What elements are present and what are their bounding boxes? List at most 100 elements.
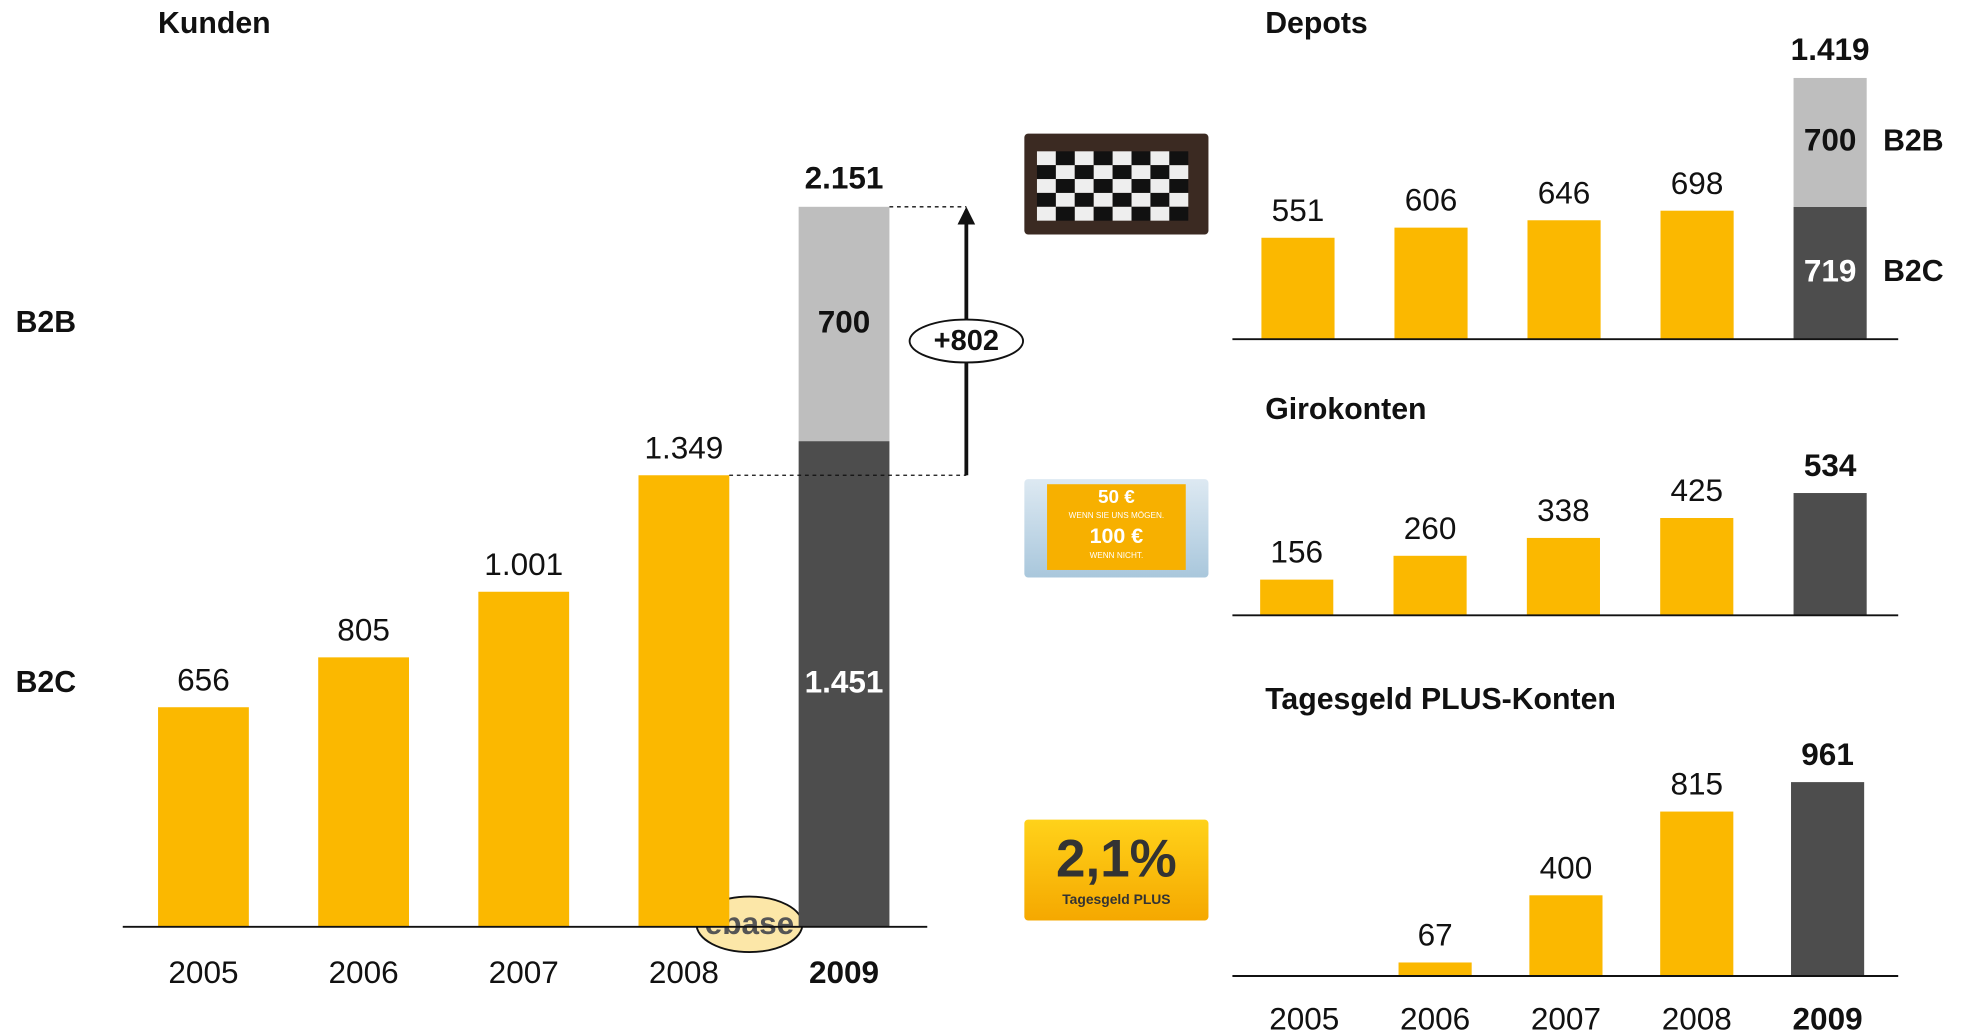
value-label: 606 xyxy=(1405,182,1458,218)
chess-square xyxy=(1075,193,1094,207)
bar xyxy=(1527,220,1600,339)
x-tick-label: 2007 xyxy=(489,954,559,990)
value-label: 1.451 xyxy=(805,663,884,699)
chess-square xyxy=(1094,179,1113,193)
value-label: 700 xyxy=(818,303,871,339)
value-label: 805 xyxy=(337,611,390,647)
chess-square xyxy=(1113,165,1132,179)
chess-square xyxy=(1037,151,1056,165)
chess-square xyxy=(1132,151,1151,165)
chess-square xyxy=(1113,179,1132,193)
chess-square xyxy=(1075,151,1094,165)
tagesgeld-ad: 2,1% Tagesgeld PLUS xyxy=(1024,820,1208,921)
annotation: +802 xyxy=(934,325,999,357)
bar xyxy=(478,592,569,927)
chess-square xyxy=(1169,207,1188,221)
chess-image xyxy=(1024,134,1208,235)
chess-square xyxy=(1056,179,1075,193)
total-label: 2.151 xyxy=(805,160,884,196)
value-label: 698 xyxy=(1671,165,1724,201)
chess-square xyxy=(1094,207,1113,221)
legend-label: B2C xyxy=(1883,255,1944,288)
total-label: 1.419 xyxy=(1791,31,1870,67)
value-label: 1.001 xyxy=(484,546,563,582)
value-label: 719 xyxy=(1804,252,1857,288)
ad-text: Tagesgeld PLUS xyxy=(1062,891,1170,907)
bar xyxy=(1260,580,1333,616)
chess-square xyxy=(1132,165,1151,179)
legend-label: B2B xyxy=(1883,124,1944,157)
bar xyxy=(1261,238,1334,339)
chart-title: Tagesgeld PLUS-Konten xyxy=(1265,683,1616,716)
chess-square xyxy=(1132,207,1151,221)
value-label: 67 xyxy=(1418,917,1453,953)
x-tick-label: 2006 xyxy=(329,954,399,990)
chess-square xyxy=(1056,151,1075,165)
chess-square xyxy=(1113,207,1132,221)
chess-square xyxy=(1037,165,1056,179)
x-tick-label: 2005 xyxy=(168,954,238,990)
ad-text: 2,1% xyxy=(1056,829,1177,888)
value-label: 260 xyxy=(1404,510,1457,546)
chess-square xyxy=(1075,165,1094,179)
chess-square xyxy=(1094,165,1113,179)
chess-square xyxy=(1150,151,1169,165)
chess-square xyxy=(1056,193,1075,207)
chess-square xyxy=(1132,193,1151,207)
chess-square xyxy=(1150,165,1169,179)
chess-square xyxy=(1056,165,1075,179)
value-label: 156 xyxy=(1270,534,1323,570)
chess-square xyxy=(1075,207,1094,221)
ad-text: WENN NICHT. xyxy=(1090,551,1144,560)
x-tick-label: 2006 xyxy=(1400,1001,1470,1034)
x-tick-label: 2008 xyxy=(1662,1001,1732,1034)
legend-label: B2B xyxy=(16,306,77,339)
chess-square xyxy=(1094,193,1113,207)
chess-square xyxy=(1037,207,1056,221)
chess-square xyxy=(1169,179,1188,193)
ad-text: 50 € xyxy=(1098,487,1135,508)
value-label: 338 xyxy=(1537,492,1590,528)
value-label: 425 xyxy=(1670,472,1723,508)
bar xyxy=(1660,518,1733,615)
bar xyxy=(318,657,409,926)
value-label: 646 xyxy=(1538,174,1591,210)
bar xyxy=(1794,493,1867,615)
chess-square xyxy=(1150,179,1169,193)
chess-square xyxy=(1037,193,1056,207)
value-label: 534 xyxy=(1804,447,1857,483)
bar xyxy=(1399,962,1472,976)
bar xyxy=(1660,812,1733,976)
x-tick-label: 2009 xyxy=(809,954,879,990)
chess-square xyxy=(1056,207,1075,221)
value-label: 551 xyxy=(1272,192,1325,228)
chess-square xyxy=(1150,207,1169,221)
legend-label: B2C xyxy=(16,666,77,699)
value-label: 961 xyxy=(1801,736,1854,772)
chess-square xyxy=(1113,151,1132,165)
chart-title: Kunden xyxy=(158,7,271,40)
chess-square xyxy=(1113,193,1132,207)
bar xyxy=(1791,782,1864,976)
giro-ad: 50 € WENN SIE UNS MÖGEN. 100 € WENN NICH… xyxy=(1024,479,1208,577)
chess-square xyxy=(1132,179,1151,193)
x-tick-label: 2005 xyxy=(1269,1001,1339,1034)
bar xyxy=(158,707,249,927)
bar xyxy=(1661,211,1734,340)
bar xyxy=(638,475,729,927)
ad-text: 100 € xyxy=(1090,524,1144,548)
chess-square xyxy=(1169,151,1188,165)
chart-title: Depots xyxy=(1265,7,1368,40)
bar xyxy=(1394,556,1467,616)
ad-text: WENN SIE UNS MÖGEN. xyxy=(1069,510,1165,520)
chess-square xyxy=(1037,179,1056,193)
chess-square xyxy=(1169,193,1188,207)
value-label: 400 xyxy=(1540,849,1593,885)
chess-square xyxy=(1150,193,1169,207)
value-label: 1.349 xyxy=(644,429,723,465)
chart-title: Girokonten xyxy=(1265,393,1426,426)
chess-square xyxy=(1169,165,1188,179)
bar xyxy=(1527,538,1600,615)
x-tick-label: 2009 xyxy=(1793,1001,1863,1034)
arrow-head xyxy=(958,207,976,225)
